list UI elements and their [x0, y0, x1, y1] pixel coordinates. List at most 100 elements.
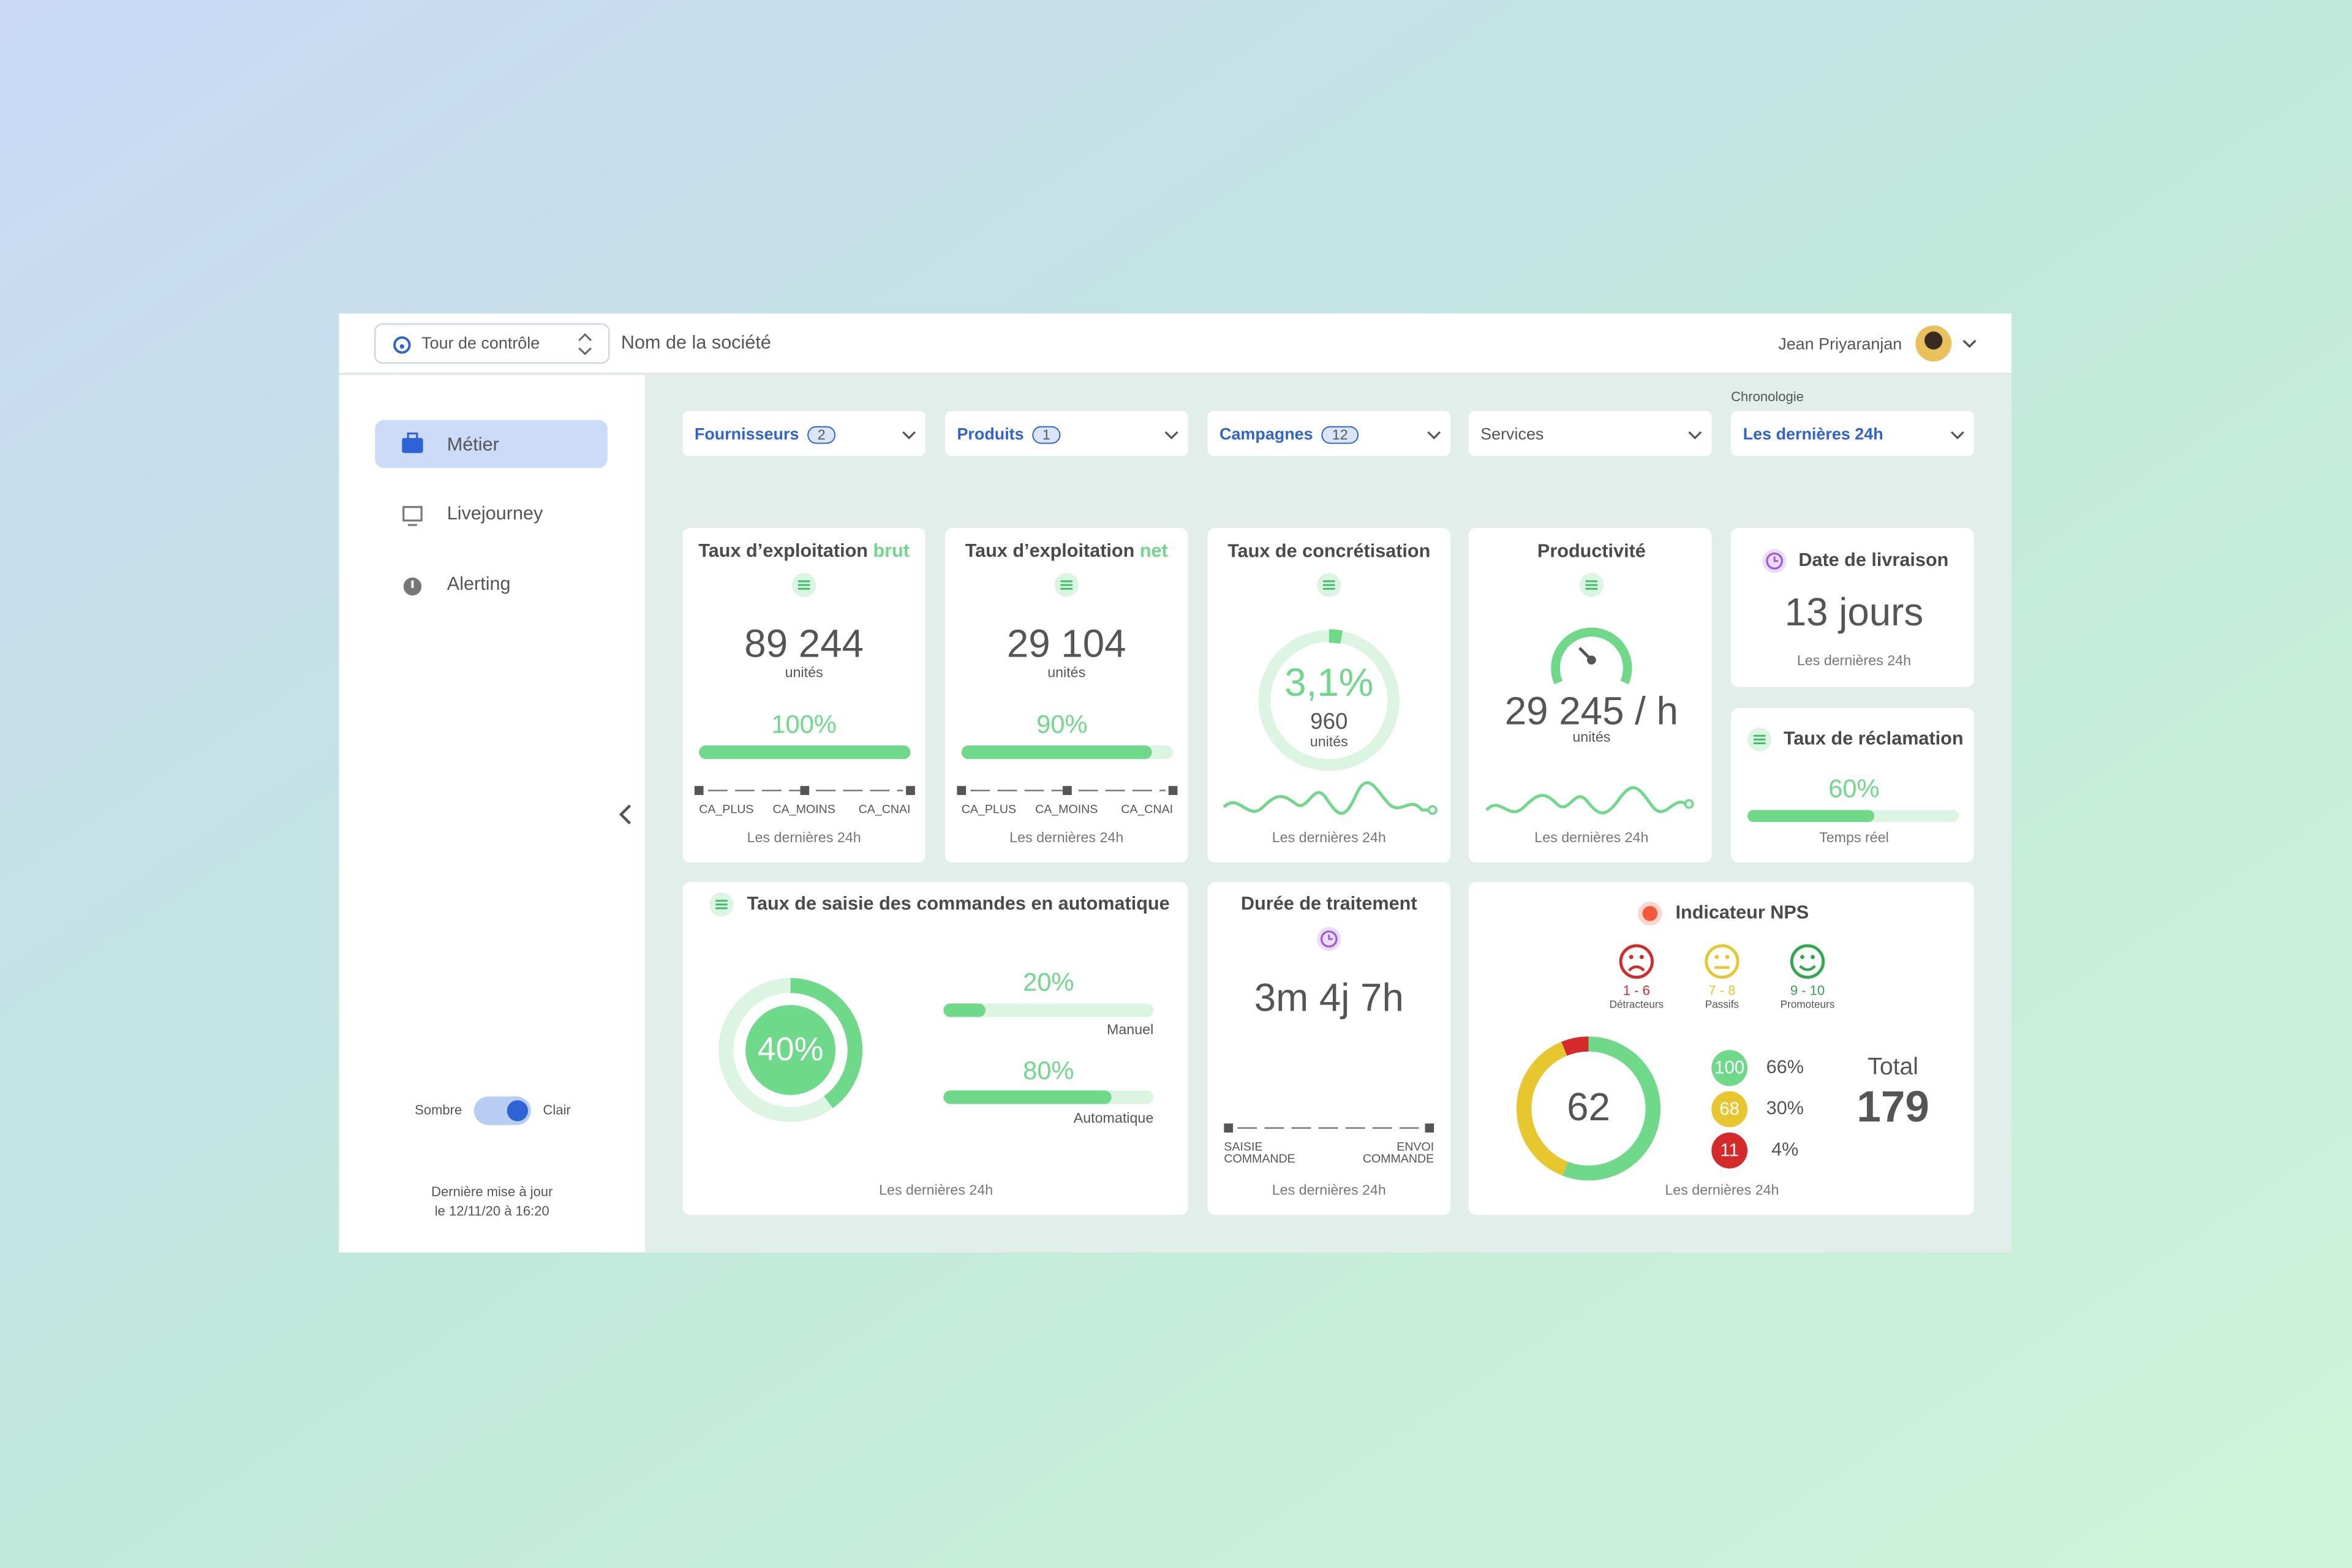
nav-item[interactable]: Alerting [447, 573, 511, 594]
title-highlight: brut [873, 540, 910, 561]
card-title: Taux de réclamation [1784, 728, 1964, 748]
filter-count-pill [807, 426, 836, 444]
gauge-icon [1551, 627, 1632, 685]
bar-label: 80% [1023, 1056, 1074, 1085]
filter[interactable] [944, 411, 1188, 456]
nps-eye [1811, 955, 1815, 959]
card-title: Taux d’exploitation brut [698, 540, 910, 561]
nps-face [1790, 944, 1825, 979]
list-icon [1579, 573, 1604, 597]
step-node [1168, 786, 1178, 795]
nps-face [1705, 944, 1740, 979]
collapse-sidebar[interactable] [619, 804, 631, 825]
nps-mouth [1628, 965, 1645, 972]
clock-icon [1766, 552, 1783, 570]
kpi-value: 13 jours [1785, 590, 1923, 634]
nav-item[interactable]: Livejourney [447, 503, 543, 524]
step-node [906, 786, 915, 795]
sparkline [1223, 781, 1433, 815]
bar-name: Manuel [1107, 1022, 1153, 1038]
total-label: Total [1868, 1054, 1918, 1080]
title-highlight: net [1140, 540, 1168, 561]
bar-label: 20% [1023, 968, 1074, 997]
filter[interactable] [682, 411, 926, 456]
nps-count: 11 [1720, 1140, 1739, 1160]
nps-segment [1516, 1041, 1569, 1176]
card-footer: Les dernières 24h [1272, 829, 1386, 845]
progress-bar [961, 745, 1152, 760]
nps-count: 68 [1719, 1099, 1740, 1119]
progress-label: 60% [1828, 774, 1879, 803]
filter[interactable] [1731, 411, 1974, 456]
nps-segment [1562, 1036, 1660, 1181]
progress-bar [943, 1090, 1112, 1104]
nps-share: 30% [1766, 1098, 1804, 1118]
user-name[interactable]: Jean Priyaranjan [1778, 334, 1902, 353]
app-icon [393, 336, 411, 354]
step-node [1063, 786, 1072, 795]
nps-share: 66% [1766, 1057, 1804, 1077]
kpi-unit: unités [785, 665, 823, 680]
card-title: Durée de traitement [1241, 893, 1417, 914]
last-update: Dernière mise à jour [431, 1184, 552, 1199]
nps-count-badge [1711, 1050, 1748, 1087]
nps-eye [1725, 955, 1730, 959]
nav-item[interactable]: Métier [447, 434, 499, 454]
sparkline [1485, 786, 1687, 815]
card-title: Indicateur NPS [1676, 902, 1809, 923]
card-footer: Temps réel [1819, 829, 1889, 845]
kpi-unit: unités [1047, 665, 1085, 680]
step-label: CA_MOINS [773, 803, 835, 816]
filter-label: Fournisseurs [695, 424, 799, 443]
card-footer: Les dernières 24h [747, 829, 861, 845]
kpi-value: 89 244 [744, 622, 864, 665]
filter-chevron [1427, 431, 1441, 440]
step-track [1224, 1123, 1434, 1133]
step-track [957, 786, 1178, 795]
nps-count: 100 [1714, 1058, 1744, 1078]
nps-eye [1714, 955, 1719, 959]
step-node [800, 786, 810, 795]
kpi-value: 29 245 / h [1505, 690, 1678, 733]
ring-label: 3,1% [1284, 661, 1373, 704]
step-label: COMMANDE [1363, 1152, 1434, 1166]
last-update: le 12/11/20 à 16:20 [435, 1204, 549, 1219]
card [1468, 528, 1712, 863]
step-node [694, 786, 704, 795]
card-footer: Les dernières 24h [1272, 1182, 1386, 1198]
user-menu-chevron[interactable] [1962, 339, 1977, 349]
progress-bar [1747, 810, 1875, 823]
clock-icon [1320, 930, 1338, 948]
donut-center [745, 1005, 836, 1095]
card-title: Taux d’exploitation net [965, 540, 1168, 561]
step-label: CA_CNAI [1121, 803, 1173, 816]
filter[interactable] [1468, 411, 1712, 456]
list-icon [1747, 727, 1772, 752]
card-footer: Les dernières 24h [1665, 1182, 1779, 1198]
filter-count: 12 [1332, 427, 1348, 443]
card-title: Productivité [1537, 540, 1646, 561]
card [682, 528, 926, 863]
nps-count-badge [1711, 1132, 1748, 1169]
kpi-unit: unités [1310, 733, 1348, 749]
nav-icon [407, 432, 418, 441]
selector-arrows [578, 333, 592, 356]
filter-chevron [1950, 431, 1964, 440]
clock-hands [1328, 934, 1333, 940]
ring-arc [1329, 629, 1343, 644]
count: 960 [1310, 709, 1348, 734]
theme-toggle-knob [507, 1100, 529, 1121]
app-selector[interactable] [374, 323, 610, 364]
card [682, 882, 1188, 1215]
step-node [1425, 1123, 1434, 1133]
filter-count-pill [1321, 426, 1359, 444]
clock-hands [1773, 556, 1779, 562]
card [1731, 528, 1974, 687]
nps-count-badge [1711, 1091, 1748, 1128]
filter-count: 1 [1042, 427, 1050, 443]
card-footer: Les dernières 24h [1009, 829, 1123, 845]
app-icon-dot [399, 344, 404, 349]
card-title: Date de livraison [1798, 549, 1948, 570]
avatar-face [1924, 331, 1943, 350]
